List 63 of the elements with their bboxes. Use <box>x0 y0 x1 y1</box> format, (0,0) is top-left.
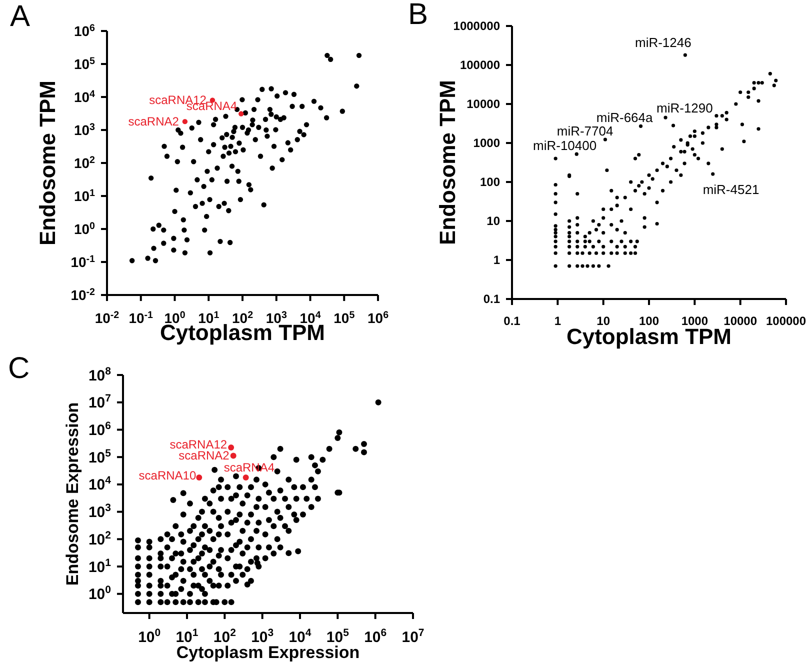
annotation: scaRNA10 <box>138 468 196 482</box>
y-tick-label: 10$^{3}$ <box>74 121 96 138</box>
y-tick-label: 10000 <box>466 97 500 112</box>
y-tick-label: 1000 <box>473 136 500 150</box>
y-tick-label: 1000000 <box>453 19 500 34</box>
x-tick-label: 10$^{6}$ <box>364 627 387 646</box>
y-tick-label: 10$^{5}$ <box>74 55 96 72</box>
y-tick-label: 10$^{6}$ <box>74 22 96 39</box>
x-tick-label: 10$^{1}$ <box>198 310 220 326</box>
chart-title: B <box>408 0 428 31</box>
point <box>182 118 188 124</box>
annotation: scaRNA12 <box>170 437 228 452</box>
y-tick-label: 10 <box>486 214 500 228</box>
annotation: miR-7704 <box>556 123 614 138</box>
x-axis-title: Cytoplasm Expression <box>176 643 360 662</box>
annotation: miR-10400 <box>533 138 597 154</box>
y-tick-label: 10$^{0}$ <box>88 584 112 604</box>
y-tick-label: 10$^{0}$ <box>74 220 96 237</box>
x-tick-label: 10$^{-1}$ <box>128 310 154 326</box>
chart-title: C <box>8 352 30 385</box>
y-tick-label: 0.1 <box>483 292 500 306</box>
y-tick-label: 10$^{8}$ <box>88 365 112 384</box>
y-tick-label: 10$^{3}$ <box>88 502 112 522</box>
y-tick-label: 10$^{7}$ <box>88 392 112 412</box>
y-tick-label: 1 <box>493 253 500 268</box>
y-tick-label: 10$^{-2}$ <box>70 286 96 303</box>
x-tick-label: 10$^{2}$ <box>213 627 236 646</box>
x-tick-label: 10$^{5}$ <box>326 627 350 646</box>
y-tick-label: 10$^{2}$ <box>88 529 112 548</box>
annotation: miR-664a <box>596 110 654 126</box>
y-axis-title: Endosome TPM <box>434 80 460 246</box>
x-tick-label: 10$^{6}$ <box>367 310 390 326</box>
y-tick-label: 100 <box>480 175 500 190</box>
y-axis-title: Endosome TPM <box>34 80 60 246</box>
annotation: miR-4521 <box>702 182 760 198</box>
y-tick-label: 10$^{2}$ <box>74 154 96 171</box>
y-tick-label: 10$^{1}$ <box>88 556 112 576</box>
y-tick-label: 10$^{5}$ <box>88 447 112 466</box>
annotation: miR-1290 <box>656 100 713 116</box>
y-tick-label: 10$^{4}$ <box>74 88 96 105</box>
y-axis-title: Endosome Expression <box>63 402 82 586</box>
x-tick-label: 10$^{4}$ <box>300 310 322 326</box>
point <box>238 111 244 116</box>
annotation: scaRNA2 <box>128 114 180 129</box>
x-tick-label: 10$^{2}$ <box>232 310 254 326</box>
x-tick-label: 0.1 <box>504 314 521 328</box>
y-tick-label: 10$^{6}$ <box>88 420 112 439</box>
x-tick-label: 1 <box>554 314 562 328</box>
chart-title: A <box>10 0 30 33</box>
x-tick-label: 10$^{4}$ <box>288 627 312 646</box>
x-tick-label: 10$^{3}$ <box>251 627 274 646</box>
x-tick-label: 10$^{0}$ <box>138 627 161 646</box>
annotation: miR-1246 <box>635 35 692 50</box>
x-tick-label: 10$^{7}$ <box>402 627 424 646</box>
x-tick-label: 10$^{5}$ <box>334 310 356 326</box>
y-tick-label: 100000 <box>460 58 500 72</box>
y-tick-label: 10$^{-1}$ <box>70 253 96 270</box>
x-tick-label: 100000 <box>766 314 806 328</box>
x-tick-label: 10$^{1}$ <box>176 627 198 646</box>
x-tick-label: 10$^{3}$ <box>266 310 288 326</box>
y-tick-label: 10$^{4}$ <box>88 474 112 494</box>
y-tick-label: 10$^{1}$ <box>74 187 96 204</box>
annotation: scaRNA2 <box>178 448 230 463</box>
